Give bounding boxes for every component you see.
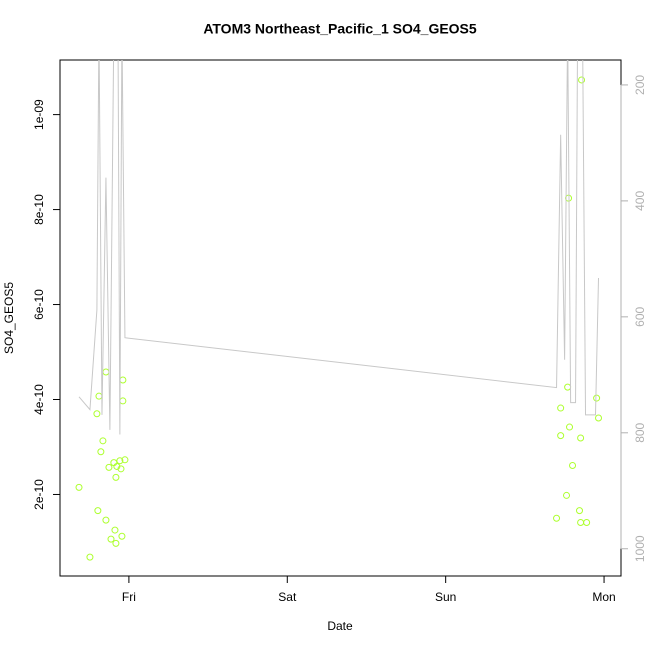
point	[569, 462, 577, 470]
y2-tick-label: 400	[633, 191, 647, 211]
y2-tick-label: 200	[633, 75, 647, 95]
point	[86, 553, 94, 561]
y2-tick-label: 600	[633, 307, 647, 327]
point	[107, 535, 115, 543]
point	[119, 376, 127, 384]
point	[118, 532, 126, 540]
point	[595, 414, 603, 422]
point	[105, 463, 113, 471]
line	[78, 60, 600, 435]
point	[121, 456, 129, 464]
point	[566, 423, 574, 431]
point	[102, 516, 110, 524]
point	[563, 491, 571, 499]
chart-title: ATOM3 Northeast_Pacific_1 SO4_GEOS5	[203, 21, 477, 37]
point	[97, 448, 105, 456]
point	[564, 383, 572, 391]
point	[583, 518, 591, 526]
point	[93, 410, 101, 418]
point	[576, 507, 584, 515]
x-axis-label: Date	[327, 619, 353, 633]
x-tick-label: Mon	[592, 590, 615, 604]
point	[593, 394, 601, 402]
y-tick-label: 2e-10	[32, 479, 46, 510]
point	[99, 437, 107, 445]
y-axis-label: SO4_GEOS5	[2, 282, 16, 354]
point	[94, 507, 102, 515]
point	[116, 457, 124, 465]
y-tick-label: 6e-10	[32, 289, 46, 320]
point	[112, 539, 120, 547]
point	[119, 397, 127, 405]
point	[553, 514, 561, 522]
y-tick-label: 8e-10	[32, 194, 46, 225]
point	[102, 368, 110, 376]
point	[75, 483, 83, 491]
x-tick-label: Sun	[435, 590, 456, 604]
point	[577, 434, 585, 442]
point	[578, 76, 586, 84]
x-tick-label: Sat	[278, 590, 297, 604]
point	[95, 392, 103, 400]
y-tick-label: 4e-10	[32, 384, 46, 415]
point	[117, 465, 125, 473]
point	[577, 518, 585, 526]
y2-tick-label: 1000	[633, 535, 647, 562]
x-tick-label: Fri	[122, 590, 136, 604]
plot-area	[75, 60, 603, 561]
point	[557, 404, 565, 412]
point	[111, 526, 119, 534]
point	[112, 473, 120, 481]
y2-tick-label: 800	[633, 422, 647, 442]
point	[557, 432, 565, 440]
plot-frame	[59, 59, 622, 577]
y-tick-label: 1e-09	[32, 99, 46, 130]
